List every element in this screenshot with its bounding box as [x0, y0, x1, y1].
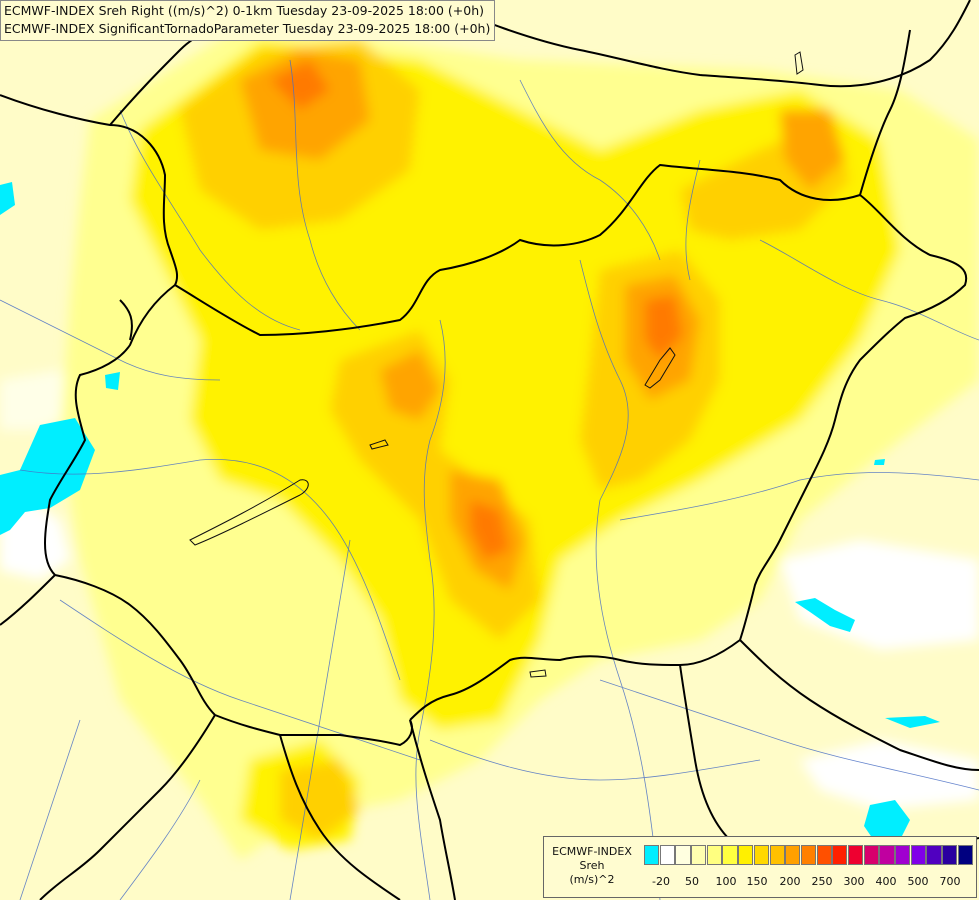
legend-swatch: [800, 845, 817, 865]
color-legend: ECMWF-INDEX Sreh (m/s)^2 -20 50 100 150 200 2…: [543, 836, 977, 898]
legend-tick-label: 700: [939, 875, 961, 888]
legend-tick-label: 500: [907, 875, 929, 888]
legend-swatch: [942, 845, 958, 865]
legend-swatch: [910, 845, 926, 865]
lakes: [189, 51, 804, 678]
legend-swatch: [832, 845, 848, 865]
legend-swatch: [879, 845, 895, 865]
legend-swatch: [816, 845, 832, 865]
legend-tick-label: 150: [746, 875, 768, 888]
legend-tick-label: 200: [779, 875, 801, 888]
legend-title: ECMWF-INDEX Sreh (m/s)^2: [546, 845, 638, 887]
map-title-line-1: ECMWF-INDEX Sreh Right ((m/s)^2) 0-1km T…: [4, 3, 484, 18]
legend-swatch: [675, 845, 691, 865]
legend-swatch: [785, 845, 801, 865]
legend-swatch: [895, 845, 911, 865]
legend-swatch: [659, 845, 675, 865]
legend-tick-label: -20: [652, 875, 670, 888]
legend-tick-label: 300: [843, 875, 865, 888]
legend-swatch: [847, 845, 864, 865]
legend-model: ECMWF-INDEX: [552, 845, 632, 858]
legend-swatch: [691, 845, 707, 865]
legend-tick-label: 400: [875, 875, 897, 888]
legend-parameter: Sreh: [579, 859, 605, 872]
legend-swatch: [926, 845, 942, 865]
map-title-line-2: ECMWF-INDEX SignificantTornadoParameter …: [4, 21, 491, 36]
legend-swatches: [644, 845, 973, 865]
legend-swatch: [753, 845, 769, 865]
legend-tick-label: 250: [811, 875, 833, 888]
legend-swatch: [957, 845, 973, 865]
legend-unit: (m/s)^2: [569, 873, 615, 886]
legend-tick-label: 100: [715, 875, 737, 888]
legend-swatch: [706, 845, 722, 865]
legend-swatch: [722, 845, 738, 865]
legend-swatch: [644, 845, 660, 865]
rivers: [0, 59, 979, 900]
legend-swatch: [769, 845, 785, 865]
legend-swatch: [863, 845, 879, 865]
negative-sreh-areas: [0, 182, 940, 842]
legend-tick-label: 50: [685, 875, 699, 888]
map-title-box: ECMWF-INDEX Sreh Right ((m/s)^2) 0-1km T…: [0, 0, 496, 41]
sreh-contours: [0, 20, 979, 860]
legend-swatch: [738, 845, 754, 865]
